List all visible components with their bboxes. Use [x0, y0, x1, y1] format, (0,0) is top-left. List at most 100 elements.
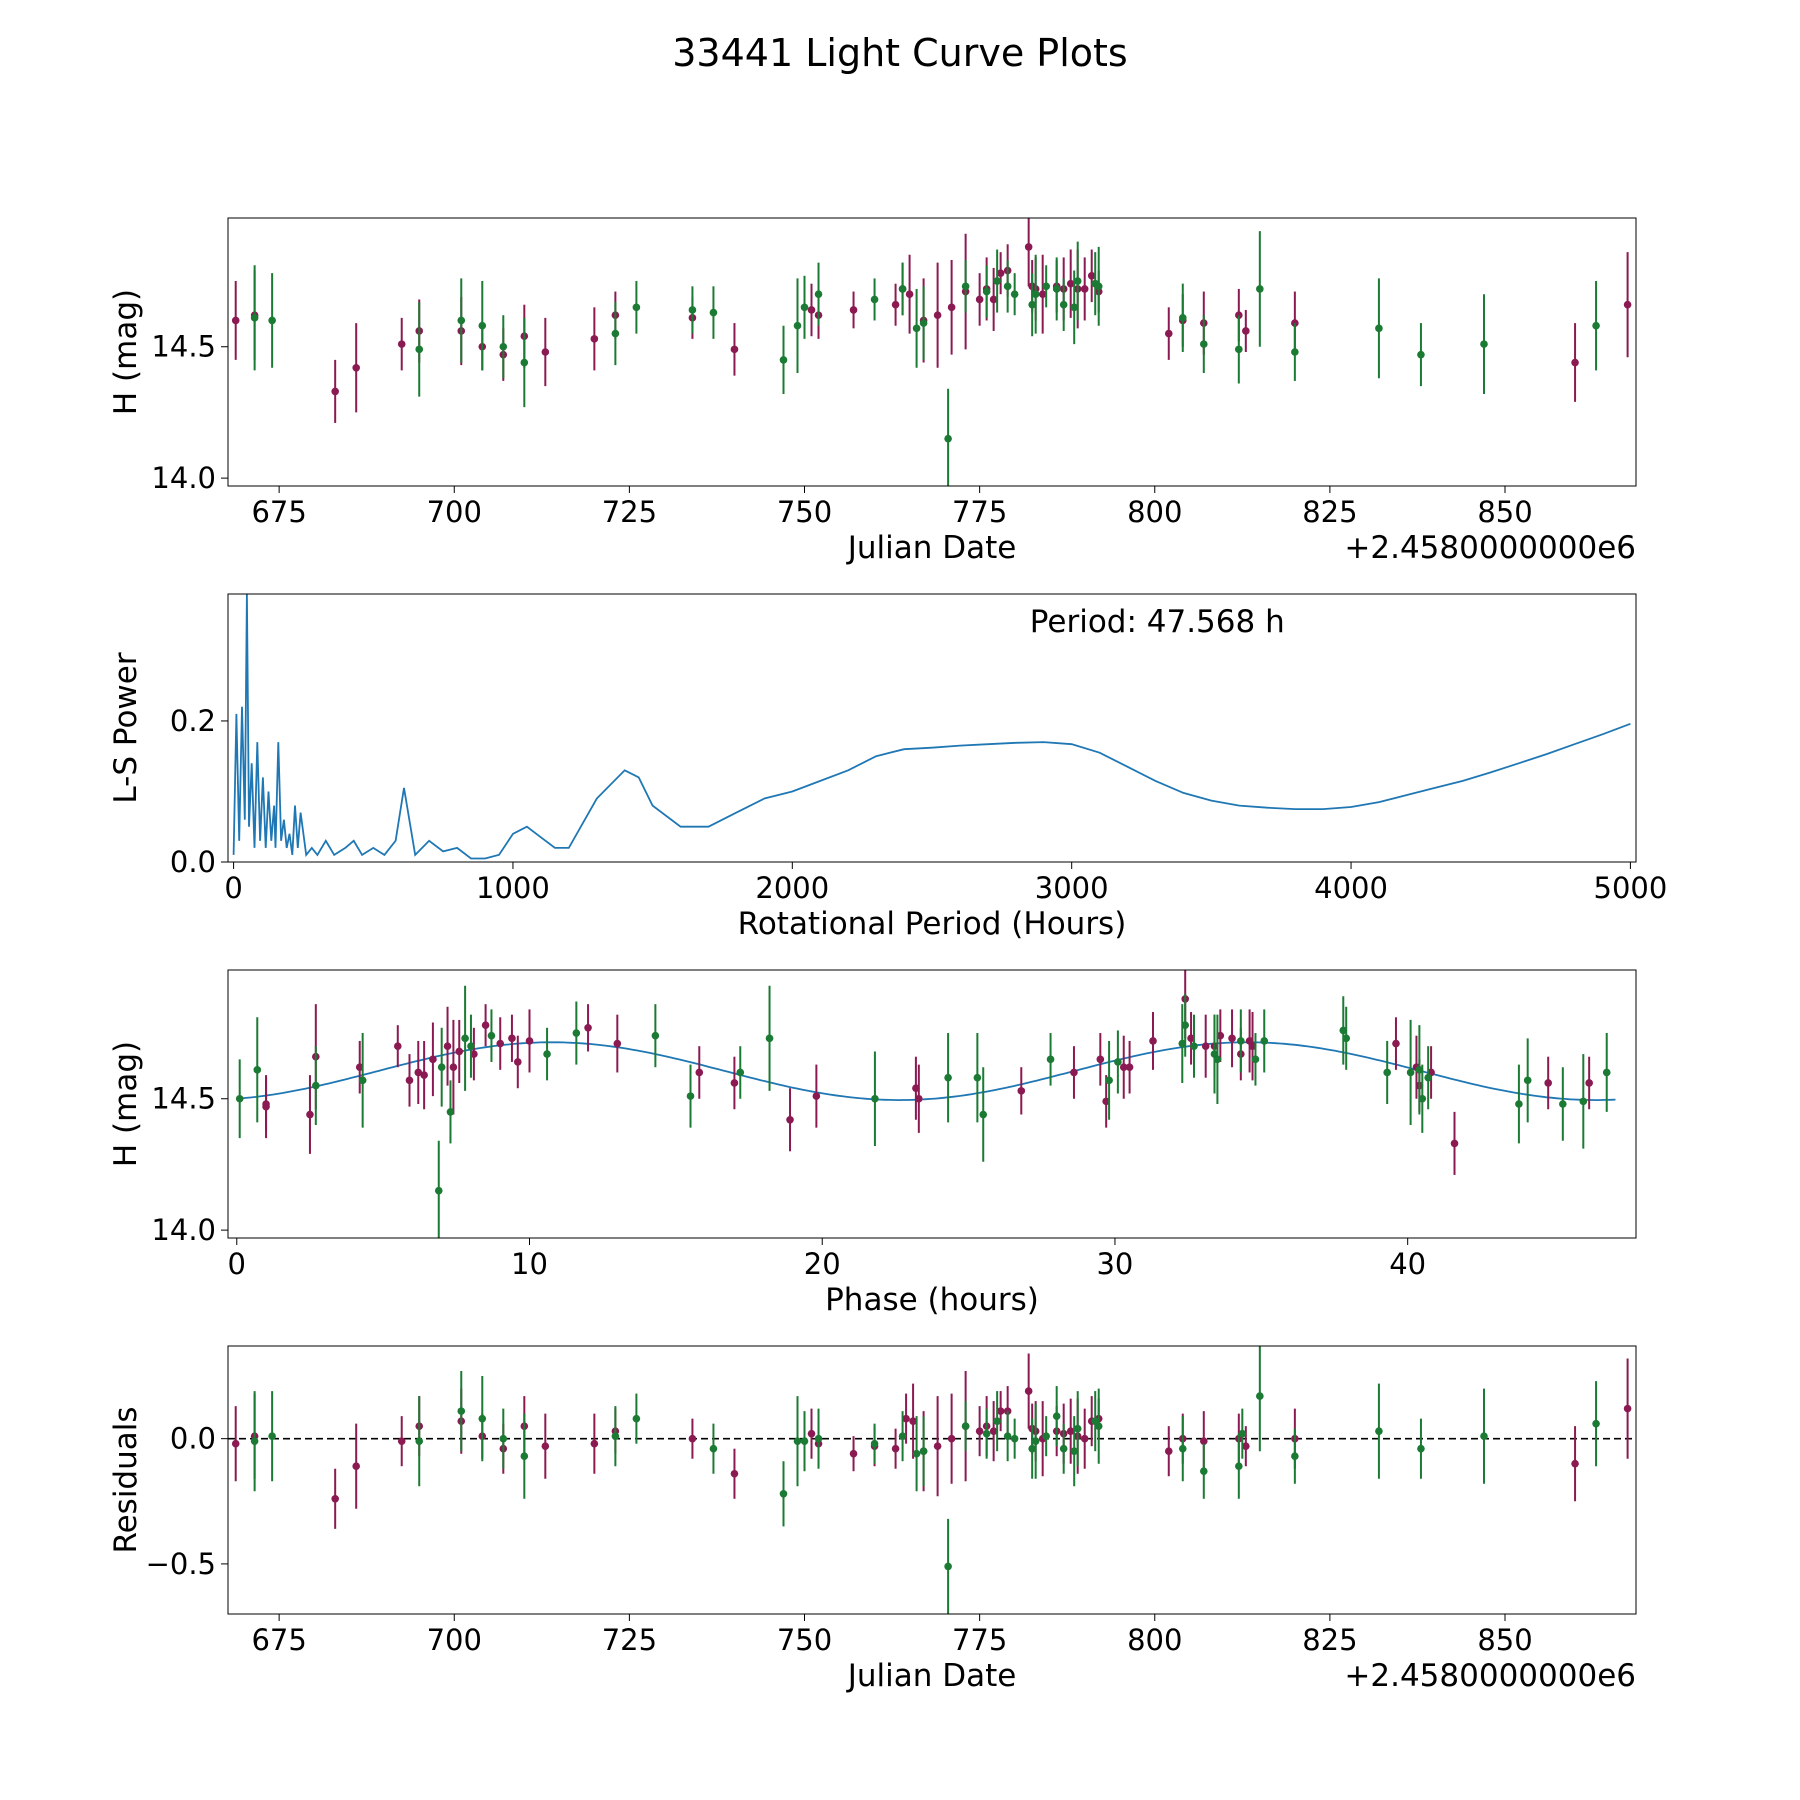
x-tick-label: 675: [251, 1623, 306, 1657]
periodogram-axes-frame: [227, 593, 1637, 863]
x-tick-label: 700: [427, 495, 482, 529]
residuals-plot-area: [228, 1346, 1636, 1614]
data-point: [1480, 340, 1488, 348]
data-point: [1406, 1068, 1415, 1077]
x-tick-label: 750: [777, 495, 832, 529]
figure-title: 33441 Light Curve Plots: [672, 31, 1127, 75]
data-point: [262, 1100, 270, 1108]
data-point: [779, 356, 788, 364]
data-point: [975, 295, 984, 304]
x-tick-label: 800: [1127, 495, 1182, 529]
data-point: [449, 1063, 458, 1072]
x-tick-label: 825: [1302, 1623, 1357, 1657]
data-point: [1052, 1412, 1061, 1420]
data-point: [393, 1042, 402, 1050]
data-point: [1242, 327, 1250, 335]
data-point: [1199, 1467, 1208, 1476]
data-point: [543, 1050, 551, 1058]
data-point: [973, 1073, 982, 1082]
data-point: [331, 387, 339, 396]
data-point: [235, 1094, 244, 1103]
data-point: [420, 1071, 428, 1079]
data-point: [541, 348, 550, 356]
data-point: [1102, 1097, 1110, 1106]
data-point: [1235, 345, 1243, 354]
data-point: [397, 340, 406, 348]
data-point: [919, 319, 928, 327]
data-point: [1216, 1031, 1225, 1040]
lightcurve-y-axis-label: H (mag): [108, 289, 144, 415]
data-point: [1260, 1037, 1269, 1045]
data-point: [909, 1417, 917, 1425]
series-filter_b: [250, 1346, 1600, 1614]
x-tick-label: 5000: [1594, 871, 1668, 905]
data-point: [1339, 1026, 1348, 1035]
data-point: [793, 321, 802, 330]
x-tick-label: 850: [1477, 495, 1532, 529]
data-point: [1392, 1039, 1400, 1048]
data-point: [961, 282, 970, 291]
data-point: [1592, 321, 1600, 330]
data-point: [1190, 1042, 1198, 1050]
data-point: [996, 269, 1005, 277]
data-point: [443, 1042, 452, 1050]
data-point: [1164, 329, 1173, 338]
data-point: [807, 306, 816, 314]
data-point: [786, 1115, 794, 1124]
y-tick-label: 0.0: [170, 1422, 216, 1456]
data-point: [1003, 282, 1012, 291]
data-point: [355, 1063, 364, 1072]
data-point: [1059, 1444, 1068, 1453]
data-point: [1199, 1437, 1208, 1445]
data-point: [1010, 290, 1019, 298]
data-point: [1291, 1452, 1299, 1461]
x-tick-label: 0: [224, 871, 242, 905]
data-point: [1070, 1447, 1079, 1455]
data-point: [415, 345, 424, 354]
data-point: [499, 342, 508, 351]
data-point: [231, 1439, 240, 1448]
data-point: [1038, 290, 1047, 298]
data-point: [1256, 1392, 1264, 1400]
data-point: [1238, 1429, 1247, 1438]
x-tick-label: 675: [251, 495, 306, 529]
data-point: [1028, 1444, 1036, 1453]
lightcurve-plot-area: [231, 218, 1632, 486]
x-tick-label: 20: [804, 1247, 841, 1281]
data-point: [912, 1449, 921, 1458]
data-point: [268, 316, 276, 325]
x-tick-label: 775: [952, 1623, 1007, 1657]
data-point: [730, 345, 739, 354]
x-tick-label: 800: [1127, 1623, 1182, 1657]
data-point: [849, 1449, 858, 1458]
data-point: [975, 1427, 984, 1435]
data-point: [736, 1068, 745, 1077]
data-point: [478, 1414, 487, 1423]
x-tick-label: 3000: [1035, 871, 1109, 905]
data-point: [1199, 340, 1208, 348]
x-tick-label: 775: [952, 495, 1007, 529]
data-point: [947, 303, 956, 312]
data-point: [1066, 279, 1075, 288]
data-point: [812, 1092, 821, 1100]
data-point: [1031, 1437, 1040, 1445]
data-point: [1080, 1434, 1089, 1443]
data-point: [793, 1437, 802, 1445]
y-tick-label: 14.5: [151, 330, 216, 364]
data-point: [541, 1442, 550, 1450]
data-point: [800, 1437, 809, 1445]
periodogram-panel: 0 1000 2000 3000 4000 5000 0.0 0.2 Rotational Pe…: [108, 593, 1668, 942]
data-point: [1248, 1042, 1257, 1050]
data-point: [1418, 1094, 1427, 1103]
data-point: [989, 295, 998, 304]
data-point: [979, 1110, 988, 1119]
data-point: [902, 1414, 910, 1423]
data-point: [688, 1434, 697, 1443]
data-point: [1080, 285, 1089, 293]
data-point: [434, 1186, 443, 1195]
phased-panel: 0 10 20 30 40 14.0 14.5 Phase (hours) H (mag): [108, 969, 1637, 1318]
data-point: [470, 1050, 478, 1058]
data-point: [1424, 1073, 1432, 1082]
data-point: [915, 1094, 923, 1103]
data-point: [898, 285, 907, 293]
